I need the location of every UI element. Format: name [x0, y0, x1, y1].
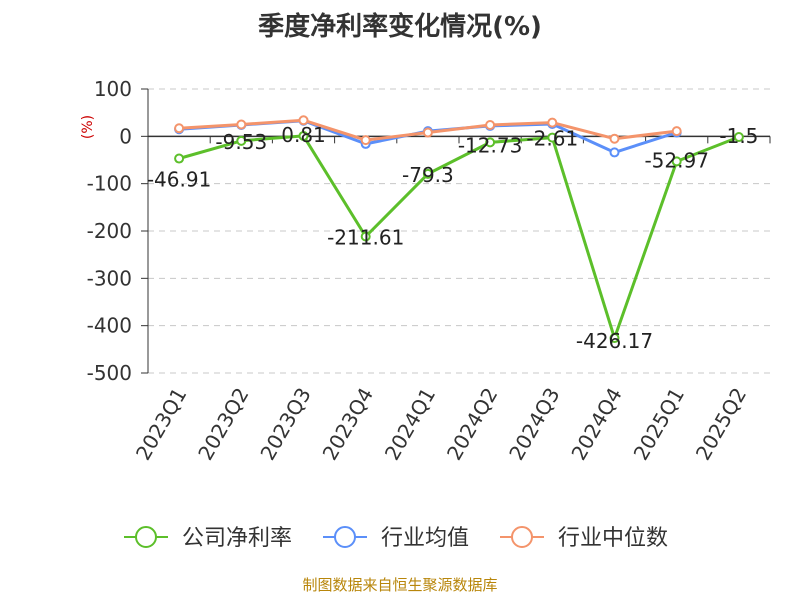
- data-label: -46.91: [147, 168, 211, 192]
- x-tick-label: 2024Q1: [380, 384, 440, 465]
- data-label: -9.53: [215, 130, 267, 154]
- data-point: [485, 137, 496, 148]
- y-tick-label: 0: [119, 124, 132, 148]
- series-line: [178, 134, 740, 340]
- data-point: [360, 231, 371, 242]
- y-tick-label: -300: [87, 266, 132, 290]
- data-point: [671, 126, 682, 137]
- data-point: [547, 117, 558, 128]
- data-point: [609, 147, 620, 158]
- data-label: -426.17: [576, 329, 653, 353]
- y-tick-label: -400: [87, 314, 132, 338]
- legend: 公司净利率 行业均值 行业中位数: [124, 526, 668, 551]
- data-point: [609, 133, 620, 144]
- x-tick-label: 2023Q1: [131, 384, 191, 465]
- data-label: -2.61: [526, 127, 578, 151]
- data-label: -1.5: [719, 124, 758, 148]
- legend-marker: [334, 526, 356, 548]
- source-note: 制图数据来自恒生聚源数据库: [302, 576, 497, 594]
- data-point: [298, 130, 309, 141]
- legend-label[interactable]: 行业中位数: [558, 526, 668, 551]
- y-tick-label: -100: [87, 172, 132, 196]
- data-point: [236, 119, 247, 130]
- data-point: [360, 135, 371, 146]
- data-label: -52.97: [644, 148, 708, 172]
- x-tick-label: 2023Q3: [255, 384, 315, 465]
- x-tick-label: 2025Q1: [629, 384, 689, 465]
- series: [174, 115, 744, 344]
- data-label: 0.81: [281, 123, 326, 147]
- legend-label[interactable]: 公司净利率: [182, 526, 292, 551]
- x-tick-label: 2024Q3: [504, 384, 564, 465]
- data-label: -211.61: [327, 225, 404, 249]
- y-tick-label: -200: [87, 219, 132, 243]
- data-point: [671, 156, 682, 167]
- data-point: [609, 333, 620, 344]
- x-tick-label: 2024Q2: [442, 383, 502, 464]
- data-point: [733, 132, 744, 143]
- x-tick-label: 2023Q2: [193, 384, 253, 465]
- y-tick-label: 100: [94, 77, 132, 101]
- data-point: [174, 153, 185, 164]
- x-tick-label: 2025Q2: [691, 384, 751, 465]
- data-label: -79.3: [402, 163, 454, 187]
- data-label: -12.73: [458, 133, 522, 157]
- legend-marker: [135, 526, 157, 548]
- y-axis-unit: (%): [80, 115, 96, 139]
- data-point: [485, 119, 496, 130]
- data-point: [547, 132, 558, 143]
- x-tick-label: 2023Q4: [318, 384, 378, 465]
- data-point: [422, 168, 433, 179]
- x-tick-label: 2024Q4: [566, 384, 626, 465]
- data-point: [174, 123, 185, 134]
- legend-label[interactable]: 行业均值: [381, 526, 469, 551]
- chart-title: 季度净利率变化情况(%): [258, 11, 542, 42]
- data-point: [236, 135, 247, 146]
- legend-marker: [511, 526, 533, 548]
- data-labels: -46.91-9.53 0.81 -211.61 -79.3-12.73 -2.61 -4…: [147, 123, 759, 353]
- data-point: [422, 127, 433, 138]
- data-point: [298, 115, 309, 126]
- y-tick-label: -500: [87, 361, 132, 385]
